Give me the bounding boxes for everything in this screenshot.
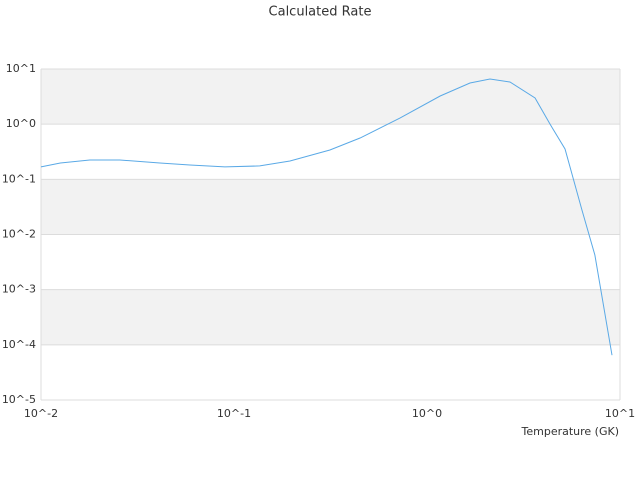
y-tick-label: 10^-5 <box>2 393 36 406</box>
y-tick-label: 10^0 <box>6 117 36 130</box>
grid-band <box>41 179 620 235</box>
grid-band <box>41 69 620 125</box>
y-tick-label: 10^1 <box>6 62 36 75</box>
y-tick-label: 10^-3 <box>2 283 36 296</box>
x-tick-label: 10^1 <box>605 407 635 420</box>
data-line <box>40 78 613 356</box>
x-tick-label: 10^0 <box>412 407 442 420</box>
x-tick-label: 10^-1 <box>217 407 251 420</box>
grid-band <box>41 289 620 345</box>
y-tick-label: 10^-2 <box>2 228 36 241</box>
chart-title: Calculated Rate <box>269 5 372 20</box>
x-tick-label: 10^-2 <box>24 407 58 420</box>
x-axis-label: Temperature (GK) <box>521 425 620 438</box>
y-tick-label: 10^-1 <box>2 172 36 185</box>
y-tick-label: 10^-4 <box>2 338 36 351</box>
